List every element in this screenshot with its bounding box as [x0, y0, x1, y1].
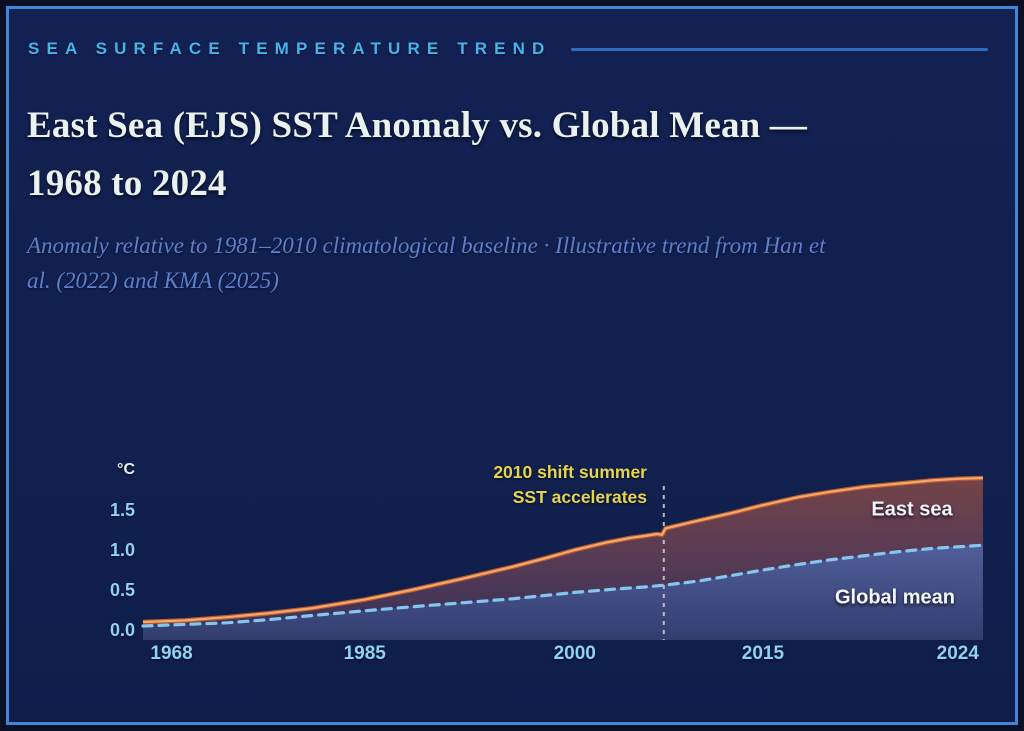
global-mean-label: Global mean: [834, 586, 956, 609]
y-axis-unit: °C: [117, 461, 135, 478]
sst-plot: [141, 475, 985, 640]
x-tick-label: 2024: [936, 643, 979, 664]
y-tick-label: 0.5: [109, 580, 135, 600]
x-tick-label: 1985: [343, 643, 386, 664]
page-title-line2: 1968 to 2024: [27, 163, 227, 205]
sst-chart: °C 1.5 1.0 0.5 0.0: [27, 450, 997, 695]
kicker-rule: [571, 47, 988, 51]
east-sea-label: East sea: [871, 498, 953, 521]
y-tick-label: 0.0: [109, 620, 135, 640]
shift-annotation: 2010 shift summer SST accelerates: [493, 460, 647, 510]
x-tick-label: 1968: [150, 643, 193, 664]
panel: SEA SURFACE TEMPERATURE TREND East Sea (…: [6, 6, 1018, 725]
y-axis: °C 1.5 1.0 0.5 0.0: [27, 450, 135, 650]
kicker-label: SEA SURFACE TEMPERATURE TREND: [28, 39, 552, 58]
shift-annotation-line1: 2010 shift summer: [493, 462, 647, 482]
shift-annotation-line2: SST accelerates: [512, 487, 647, 507]
y-tick-label: 1.0: [109, 540, 135, 560]
page-title-line1: East Sea (EJS) SST Anomaly vs. Global Me…: [27, 105, 808, 146]
page-subtitle: Anomaly relative to 1981–2010 climatolog…: [27, 229, 957, 298]
kicker-row: SEA SURFACE TEMPERATURE TREND: [28, 39, 988, 59]
x-tick-label: 2000: [553, 643, 596, 664]
east-sea-line: [142, 476, 984, 624]
page-subtitle-line1: Anomaly relative to 1981–2010 climatolog…: [27, 233, 826, 258]
global-mean-dashed-line: [141, 543, 985, 628]
y-tick-label: 1.5: [109, 500, 135, 520]
page-title: East Sea (EJS) SST Anomaly vs. Global Me…: [27, 97, 967, 214]
x-tick-label: 2015: [741, 643, 785, 664]
page-subtitle-line2: al. (2022) and KMA (2025): [27, 267, 279, 293]
